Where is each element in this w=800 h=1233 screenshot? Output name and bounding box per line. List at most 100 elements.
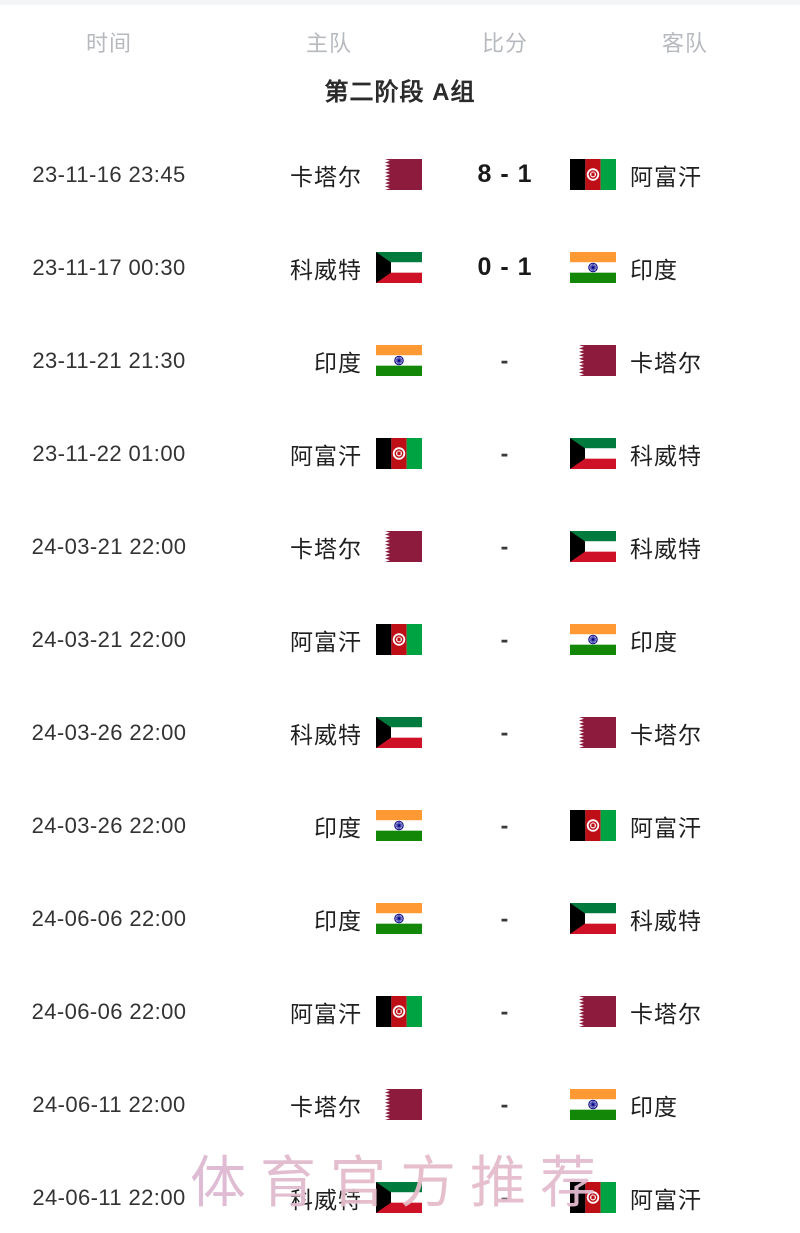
away-team-name: 卡塔尔 bbox=[630, 1000, 702, 1027]
away-team[interactable]: 印度 bbox=[570, 221, 800, 314]
home-team[interactable]: 印度 bbox=[218, 872, 440, 965]
away-team-name: 卡塔尔 bbox=[630, 349, 702, 376]
kuwait-flag bbox=[570, 903, 616, 934]
home-team-name: 印度 bbox=[314, 907, 362, 934]
match-time: 24-06-06 22:00 bbox=[31, 905, 187, 931]
home-team[interactable]: 科威特 bbox=[218, 1151, 440, 1233]
match-score: - bbox=[500, 440, 510, 466]
group-title: 第二阶段 A组 bbox=[324, 79, 476, 106]
match-row[interactable]: 24-03-21 22:00 阿富汗 - 印度 bbox=[0, 593, 800, 686]
match-row[interactable]: 24-03-26 22:00 科威特 - 卡塔尔 bbox=[0, 686, 800, 779]
match-score: - bbox=[500, 1091, 510, 1117]
afghanistan-flag bbox=[570, 159, 616, 190]
away-team-name: 卡塔尔 bbox=[630, 721, 702, 748]
home-team[interactable]: 卡塔尔 bbox=[218, 128, 440, 221]
home-team-name: 阿富汗 bbox=[290, 628, 362, 655]
match-time: 23-11-22 01:00 bbox=[32, 440, 186, 466]
match-time: 24-03-21 22:00 bbox=[31, 533, 187, 559]
away-team[interactable]: 卡塔尔 bbox=[570, 314, 800, 407]
home-team[interactable]: 阿富汗 bbox=[218, 965, 440, 1058]
match-score: 8 - 1 bbox=[477, 160, 533, 188]
home-team[interactable]: 科威特 bbox=[218, 221, 440, 314]
match-row[interactable]: 24-03-26 22:00 印度 - 阿富汗 bbox=[0, 779, 800, 872]
match-time: 24-06-06 22:00 bbox=[31, 998, 187, 1024]
match-time: 24-03-26 22:00 bbox=[31, 719, 187, 745]
home-team[interactable]: 印度 bbox=[218, 314, 440, 407]
home-team[interactable]: 印度 bbox=[218, 779, 440, 872]
qatar-flag bbox=[376, 159, 422, 190]
home-team-name: 阿富汗 bbox=[290, 442, 362, 469]
match-row[interactable]: 24-06-06 22:00 印度 - 科威特 bbox=[0, 872, 800, 965]
away-team[interactable]: 阿富汗 bbox=[570, 128, 800, 221]
kuwait-flag bbox=[376, 717, 422, 748]
home-team[interactable]: 卡塔尔 bbox=[218, 500, 440, 593]
match-row[interactable]: 23-11-22 01:00 阿富汗 - 科威特 bbox=[0, 407, 800, 500]
afghanistan-flag bbox=[376, 996, 422, 1027]
afghanistan-flag bbox=[570, 1182, 616, 1213]
match-row[interactable]: 24-06-11 22:00 科威特 - 阿富汗 bbox=[0, 1151, 800, 1233]
column-header-time: 时间 bbox=[85, 31, 132, 56]
india-flag bbox=[376, 810, 422, 841]
qatar-flag bbox=[570, 996, 616, 1027]
away-team-name: 阿富汗 bbox=[630, 1186, 702, 1213]
match-time: 24-03-26 22:00 bbox=[31, 812, 187, 838]
column-header-away: 客队 bbox=[661, 31, 708, 56]
home-team-name: 卡塔尔 bbox=[290, 535, 362, 562]
match-row[interactable]: 24-06-06 22:00 阿富汗 - 卡塔尔 bbox=[0, 965, 800, 1058]
home-team[interactable]: 卡塔尔 bbox=[218, 1058, 440, 1151]
match-time: 23-11-21 21:30 bbox=[32, 347, 186, 373]
match-time: 23-11-17 00:30 bbox=[32, 254, 186, 280]
home-team-name: 科威特 bbox=[290, 721, 362, 748]
away-team[interactable]: 印度 bbox=[570, 1058, 800, 1151]
match-time: 24-06-11 22:00 bbox=[32, 1091, 186, 1117]
match-score: 0 - 1 bbox=[477, 253, 533, 281]
match-row[interactable]: 23-11-17 00:30 科威特 0 - 1 印度 bbox=[0, 221, 800, 314]
kuwait-flag bbox=[376, 1182, 422, 1213]
away-team[interactable]: 阿富汗 bbox=[570, 1151, 800, 1233]
away-team[interactable]: 印度 bbox=[570, 593, 800, 686]
column-header-score: 比分 bbox=[481, 31, 528, 56]
home-team[interactable]: 科威特 bbox=[218, 686, 440, 779]
qatar-flag bbox=[376, 1089, 422, 1120]
away-team-name: 科威特 bbox=[630, 442, 702, 469]
match-score: - bbox=[500, 626, 510, 652]
away-team-name: 印度 bbox=[630, 256, 678, 283]
match-score: - bbox=[500, 812, 510, 838]
home-team-name: 卡塔尔 bbox=[290, 1093, 362, 1120]
away-team[interactable]: 卡塔尔 bbox=[570, 686, 800, 779]
away-team-name: 印度 bbox=[630, 628, 678, 655]
match-score: - bbox=[500, 998, 510, 1024]
india-flag bbox=[570, 1089, 616, 1120]
match-row[interactable]: 23-11-21 21:30 印度 - 卡塔尔 bbox=[0, 314, 800, 407]
match-time: 23-11-16 23:45 bbox=[32, 161, 186, 187]
away-team-name: 阿富汗 bbox=[630, 163, 702, 190]
kuwait-flag bbox=[570, 531, 616, 562]
away-team[interactable]: 阿富汗 bbox=[570, 779, 800, 872]
home-team[interactable]: 阿富汗 bbox=[218, 407, 440, 500]
column-header-home: 主队 bbox=[305, 31, 352, 56]
home-team-name: 卡塔尔 bbox=[290, 163, 362, 190]
match-time: 24-06-11 22:00 bbox=[32, 1184, 186, 1210]
afghanistan-flag bbox=[376, 438, 422, 469]
away-team[interactable]: 科威特 bbox=[570, 872, 800, 965]
away-team-name: 阿富汗 bbox=[630, 814, 702, 841]
away-team-name: 科威特 bbox=[630, 535, 702, 562]
away-team[interactable]: 科威特 bbox=[570, 500, 800, 593]
afghanistan-flag bbox=[376, 624, 422, 655]
india-flag bbox=[570, 624, 616, 655]
home-team-name: 科威特 bbox=[290, 256, 362, 283]
away-team[interactable]: 科威特 bbox=[570, 407, 800, 500]
match-score: - bbox=[500, 533, 510, 559]
match-score: - bbox=[500, 719, 510, 745]
match-row[interactable]: 24-06-11 22:00 卡塔尔 - 印度 bbox=[0, 1058, 800, 1151]
india-flag bbox=[376, 345, 422, 376]
home-team[interactable]: 阿富汗 bbox=[218, 593, 440, 686]
afghanistan-flag bbox=[570, 810, 616, 841]
top-divider bbox=[0, 0, 800, 5]
match-row[interactable]: 24-03-21 22:00 卡塔尔 - 科威特 bbox=[0, 500, 800, 593]
match-row[interactable]: 23-11-16 23:45 卡塔尔 8 - 1 阿富汗 bbox=[0, 128, 800, 221]
away-team[interactable]: 卡塔尔 bbox=[570, 965, 800, 1058]
away-team-name: 印度 bbox=[630, 1093, 678, 1120]
qatar-flag bbox=[570, 345, 616, 376]
